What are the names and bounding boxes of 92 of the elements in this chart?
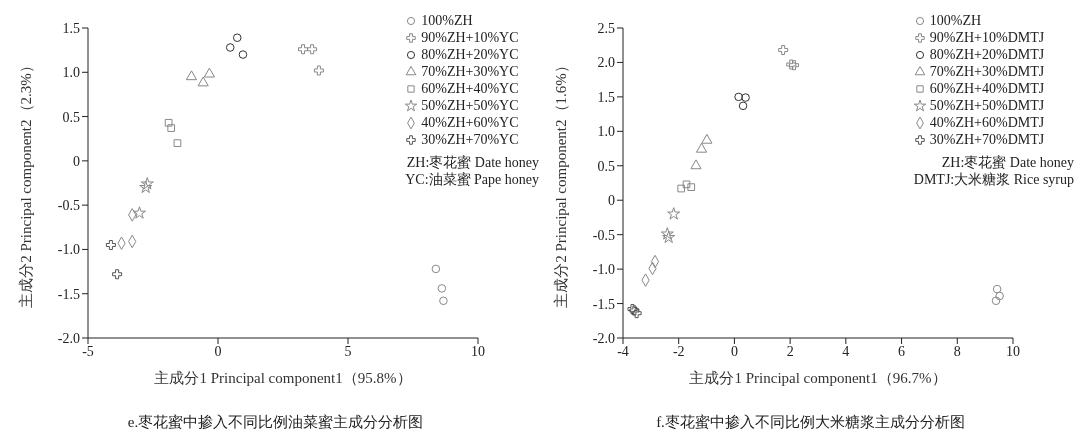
point	[112, 269, 123, 280]
point	[225, 43, 235, 52]
point	[778, 45, 789, 56]
y-tick-label: 0	[73, 153, 80, 169]
point	[662, 230, 676, 244]
point	[677, 184, 686, 193]
legend-label: 50%ZH+50%YC	[421, 97, 519, 114]
x-tick-label: 4	[842, 343, 850, 359]
point	[687, 183, 696, 191]
point	[298, 44, 309, 55]
point	[695, 142, 708, 153]
y-tick-label: -0.5	[57, 198, 80, 214]
y-tick-label: 1.5	[62, 20, 80, 36]
x-tick-label: 0	[214, 343, 222, 359]
legend-label: 50%ZH+50%DMTJ	[929, 97, 1045, 114]
legend-label: 70%ZH+30%YC	[421, 63, 519, 80]
legend-label: 100%ZH	[421, 12, 473, 29]
legend-label: 40%ZH+60%YC	[421, 114, 519, 131]
y-tick-label: 2.5	[597, 20, 615, 36]
point	[660, 227, 674, 240]
point	[105, 240, 116, 250]
y-axis-title: 主成分2 Principal component2（2.3%）	[18, 58, 35, 308]
y-tick-label: -2.0	[592, 330, 615, 346]
annotation: ZH:枣花蜜 Date honey	[405, 154, 539, 171]
point	[992, 284, 1002, 294]
x-tick-label: 2	[786, 343, 794, 359]
x-tick-label: 8	[953, 343, 961, 359]
point	[167, 124, 176, 132]
legend-label: 30%ZH+70%DMTJ	[929, 131, 1045, 148]
y-tick-label: -1.5	[592, 296, 615, 312]
y-tick-label: 0	[608, 193, 615, 209]
point	[132, 206, 146, 219]
x-tick-label: -4	[617, 343, 629, 359]
legend-label: 90%ZH+10%YC	[421, 29, 519, 46]
legend-label: 60%ZH+40%DMTJ	[929, 80, 1045, 97]
y-tick-label: -1.5	[57, 286, 80, 302]
legend-label: 40%ZH+60%DMTJ	[929, 114, 1045, 131]
y-tick-label: -2.0	[57, 330, 80, 346]
point	[139, 180, 153, 194]
point	[307, 44, 318, 55]
y-tick-label: 0.5	[597, 158, 615, 174]
y-axis-title: 主成分2 Principal component2（1.6%）	[553, 58, 570, 308]
text: f.枣花蜜中掺入不同比例大米糖浆主成分分析图	[655, 413, 966, 432]
point	[140, 177, 154, 190]
annotation: ZH:枣花蜜 Date honey	[940, 154, 1074, 171]
point	[197, 76, 209, 87]
legend-label: 90%ZH+10%DMTJ	[929, 29, 1045, 46]
point	[738, 101, 748, 111]
point	[741, 93, 750, 102]
y-tick-label: -0.5	[592, 227, 615, 243]
point	[682, 180, 691, 189]
point	[991, 296, 1001, 306]
x-tick-label: 10	[1006, 343, 1020, 359]
x-tick-label: -5	[82, 343, 94, 359]
x-tick-label: 6	[898, 343, 906, 359]
point	[667, 207, 681, 220]
legend-label: 70%ZH+30%DMTJ	[929, 63, 1045, 80]
x-tick-label: 10	[471, 343, 485, 359]
point	[701, 133, 713, 144]
point	[690, 159, 702, 170]
point	[437, 284, 447, 293]
point	[185, 70, 198, 81]
y-tick-label: 0.5	[62, 109, 80, 125]
legend-label: 100%ZH	[929, 12, 982, 29]
x-axis-title: 主成分1 Principal component1（95.8%）	[154, 370, 412, 386]
x-tick-label: 0	[730, 343, 738, 359]
text: e.枣花蜜中掺入不同比例油菜蜜主成分分析图	[126, 413, 425, 432]
point	[173, 139, 182, 147]
annotation: DMTJ:大米糖浆 Rice syrup	[913, 171, 1074, 188]
legend-label: 30%ZH+70%YC	[421, 131, 519, 148]
legend-label: 80%ZH+20%DMTJ	[929, 46, 1045, 63]
x-tick-label: 5	[344, 343, 352, 359]
point	[734, 92, 743, 102]
y-tick-label: -1.0	[592, 262, 615, 278]
point	[238, 50, 248, 59]
legend-label: 60%ZH+40%YC	[421, 80, 519, 97]
point	[164, 118, 173, 127]
point	[995, 291, 1004, 301]
annotation: YC:油菜蜜 Pape honey	[405, 171, 539, 188]
point	[203, 67, 216, 78]
point	[232, 33, 242, 43]
x-tick-label: -2	[672, 343, 685, 359]
point	[431, 264, 441, 274]
legend-label: 80%ZH+20%YC	[421, 46, 519, 63]
y-tick-label: 1.0	[597, 124, 615, 140]
y-tick-label: 2.0	[597, 55, 615, 71]
x-axis-title: 主成分1 Principal component1（96.7%）	[689, 370, 947, 386]
point	[313, 65, 324, 76]
point	[439, 296, 448, 306]
y-tick-label: 1.0	[62, 65, 80, 81]
y-tick-label: 1.5	[597, 89, 615, 105]
y-tick-label: -1.0	[57, 242, 80, 258]
